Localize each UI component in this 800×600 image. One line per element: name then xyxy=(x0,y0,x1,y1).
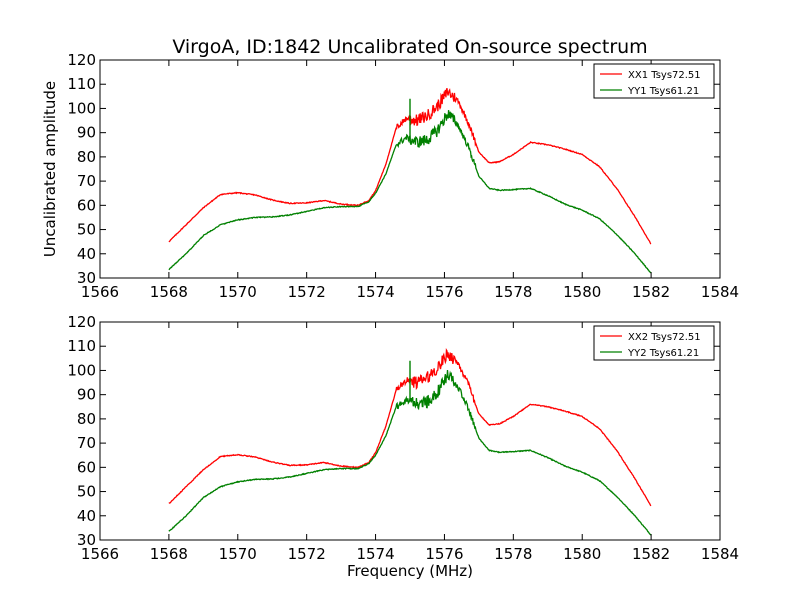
bottom-xtick-label: 1582 xyxy=(632,545,670,563)
top-xtick-label: 1584 xyxy=(701,283,739,301)
top-ytick-label: 30 xyxy=(77,269,96,287)
bottom-legend-box xyxy=(593,325,715,361)
bottom-ytick-label: 60 xyxy=(77,458,96,476)
top-xtick-label: 1578 xyxy=(494,283,532,301)
top-ytick-label: 100 xyxy=(67,99,96,117)
top-xtick-label: 1582 xyxy=(632,283,670,301)
x-axis-label: Frequency (MHz) xyxy=(347,562,473,580)
top-subplot: 1566 1568 1570 1572 1574 1576 1578 1580 1582 1584… xyxy=(41,51,739,301)
bottom-ytick-label: 70 xyxy=(77,434,96,452)
bottom-xtick-label: 1566 xyxy=(81,545,119,563)
bottom-xtick-label: 1574 xyxy=(356,545,394,563)
bottom-xtick-label: 1568 xyxy=(150,545,188,563)
top-axis-ticks: 1566 1568 1570 1572 1574 1576 1578 1580 1582 1584… xyxy=(67,51,739,301)
bottom-subplot: 1566 1568 1570 1572 1574 1576 1578 1580 1582 1584… xyxy=(67,313,739,580)
top-xtick-label: 1570 xyxy=(219,283,257,301)
top-xtick-label: 1566 xyxy=(81,283,119,301)
top-ytick-label: 120 xyxy=(67,51,96,69)
top-legend-box xyxy=(593,63,715,99)
top-xtick-label: 1572 xyxy=(288,283,326,301)
top-xtick-label: 1574 xyxy=(356,283,394,301)
bottom-ytick-label: 90 xyxy=(77,386,96,404)
top-ytick-label: 60 xyxy=(77,196,96,214)
bottom-ytick-label: 80 xyxy=(77,410,96,428)
bottom-axes-frame xyxy=(99,321,721,541)
bottom-xtick-label: 1572 xyxy=(288,545,326,563)
top-xtick-label: 1580 xyxy=(563,283,601,301)
top-ytick-label: 70 xyxy=(77,172,96,190)
top-ytick-label: 110 xyxy=(67,75,96,93)
top-legend: XX1 Tsys72.51 YY1 Tsys61.21 xyxy=(593,63,715,99)
bottom-xtick-label: 1584 xyxy=(701,545,739,563)
top-ytick-label: 40 xyxy=(77,245,96,263)
bottom-ytick-label: 30 xyxy=(77,531,96,549)
top-legend-label-1: XX1 Tsys72.51 xyxy=(628,70,701,81)
top-ytick-label: 50 xyxy=(77,221,96,239)
bottom-ytick-label: 50 xyxy=(77,483,96,501)
top-ytick-label: 80 xyxy=(77,148,96,166)
top-axes-frame xyxy=(99,59,721,279)
top-legend-label-2: YY1 Tsys61.21 xyxy=(627,86,699,97)
bottom-axis-ticks: 1566 1568 1570 1572 1574 1576 1578 1580 1582 1584… xyxy=(67,313,739,563)
bottom-series-lines xyxy=(168,348,652,536)
bottom-legend-label-1: XX2 Tsys72.51 xyxy=(628,332,701,343)
top-ytick-label: 90 xyxy=(77,124,96,142)
bottom-xtick-label: 1576 xyxy=(425,545,463,563)
bottom-ytick-label: 40 xyxy=(77,507,96,525)
bottom-ytick-label: 100 xyxy=(67,361,96,379)
figure-title: VirgoA, ID:1842 Uncalibrated On-source s… xyxy=(172,36,647,58)
top-series-lines xyxy=(168,88,652,274)
bottom-xtick-label: 1570 xyxy=(219,545,257,563)
bottom-xtick-label: 1580 xyxy=(563,545,601,563)
top-xtick-label: 1568 xyxy=(150,283,188,301)
bottom-xtick-label: 1578 xyxy=(494,545,532,563)
bottom-legend: XX2 Tsys72.51 YY2 Tsys61.21 xyxy=(593,325,715,361)
top-xtick-label: 1576 xyxy=(425,283,463,301)
bottom-legend-label-2: YY2 Tsys61.21 xyxy=(627,348,699,359)
top-y-axis-label: Uncalibrated amplitude xyxy=(41,81,59,257)
bottom-ytick-label: 120 xyxy=(67,313,96,331)
bottom-ytick-label: 110 xyxy=(67,337,96,355)
